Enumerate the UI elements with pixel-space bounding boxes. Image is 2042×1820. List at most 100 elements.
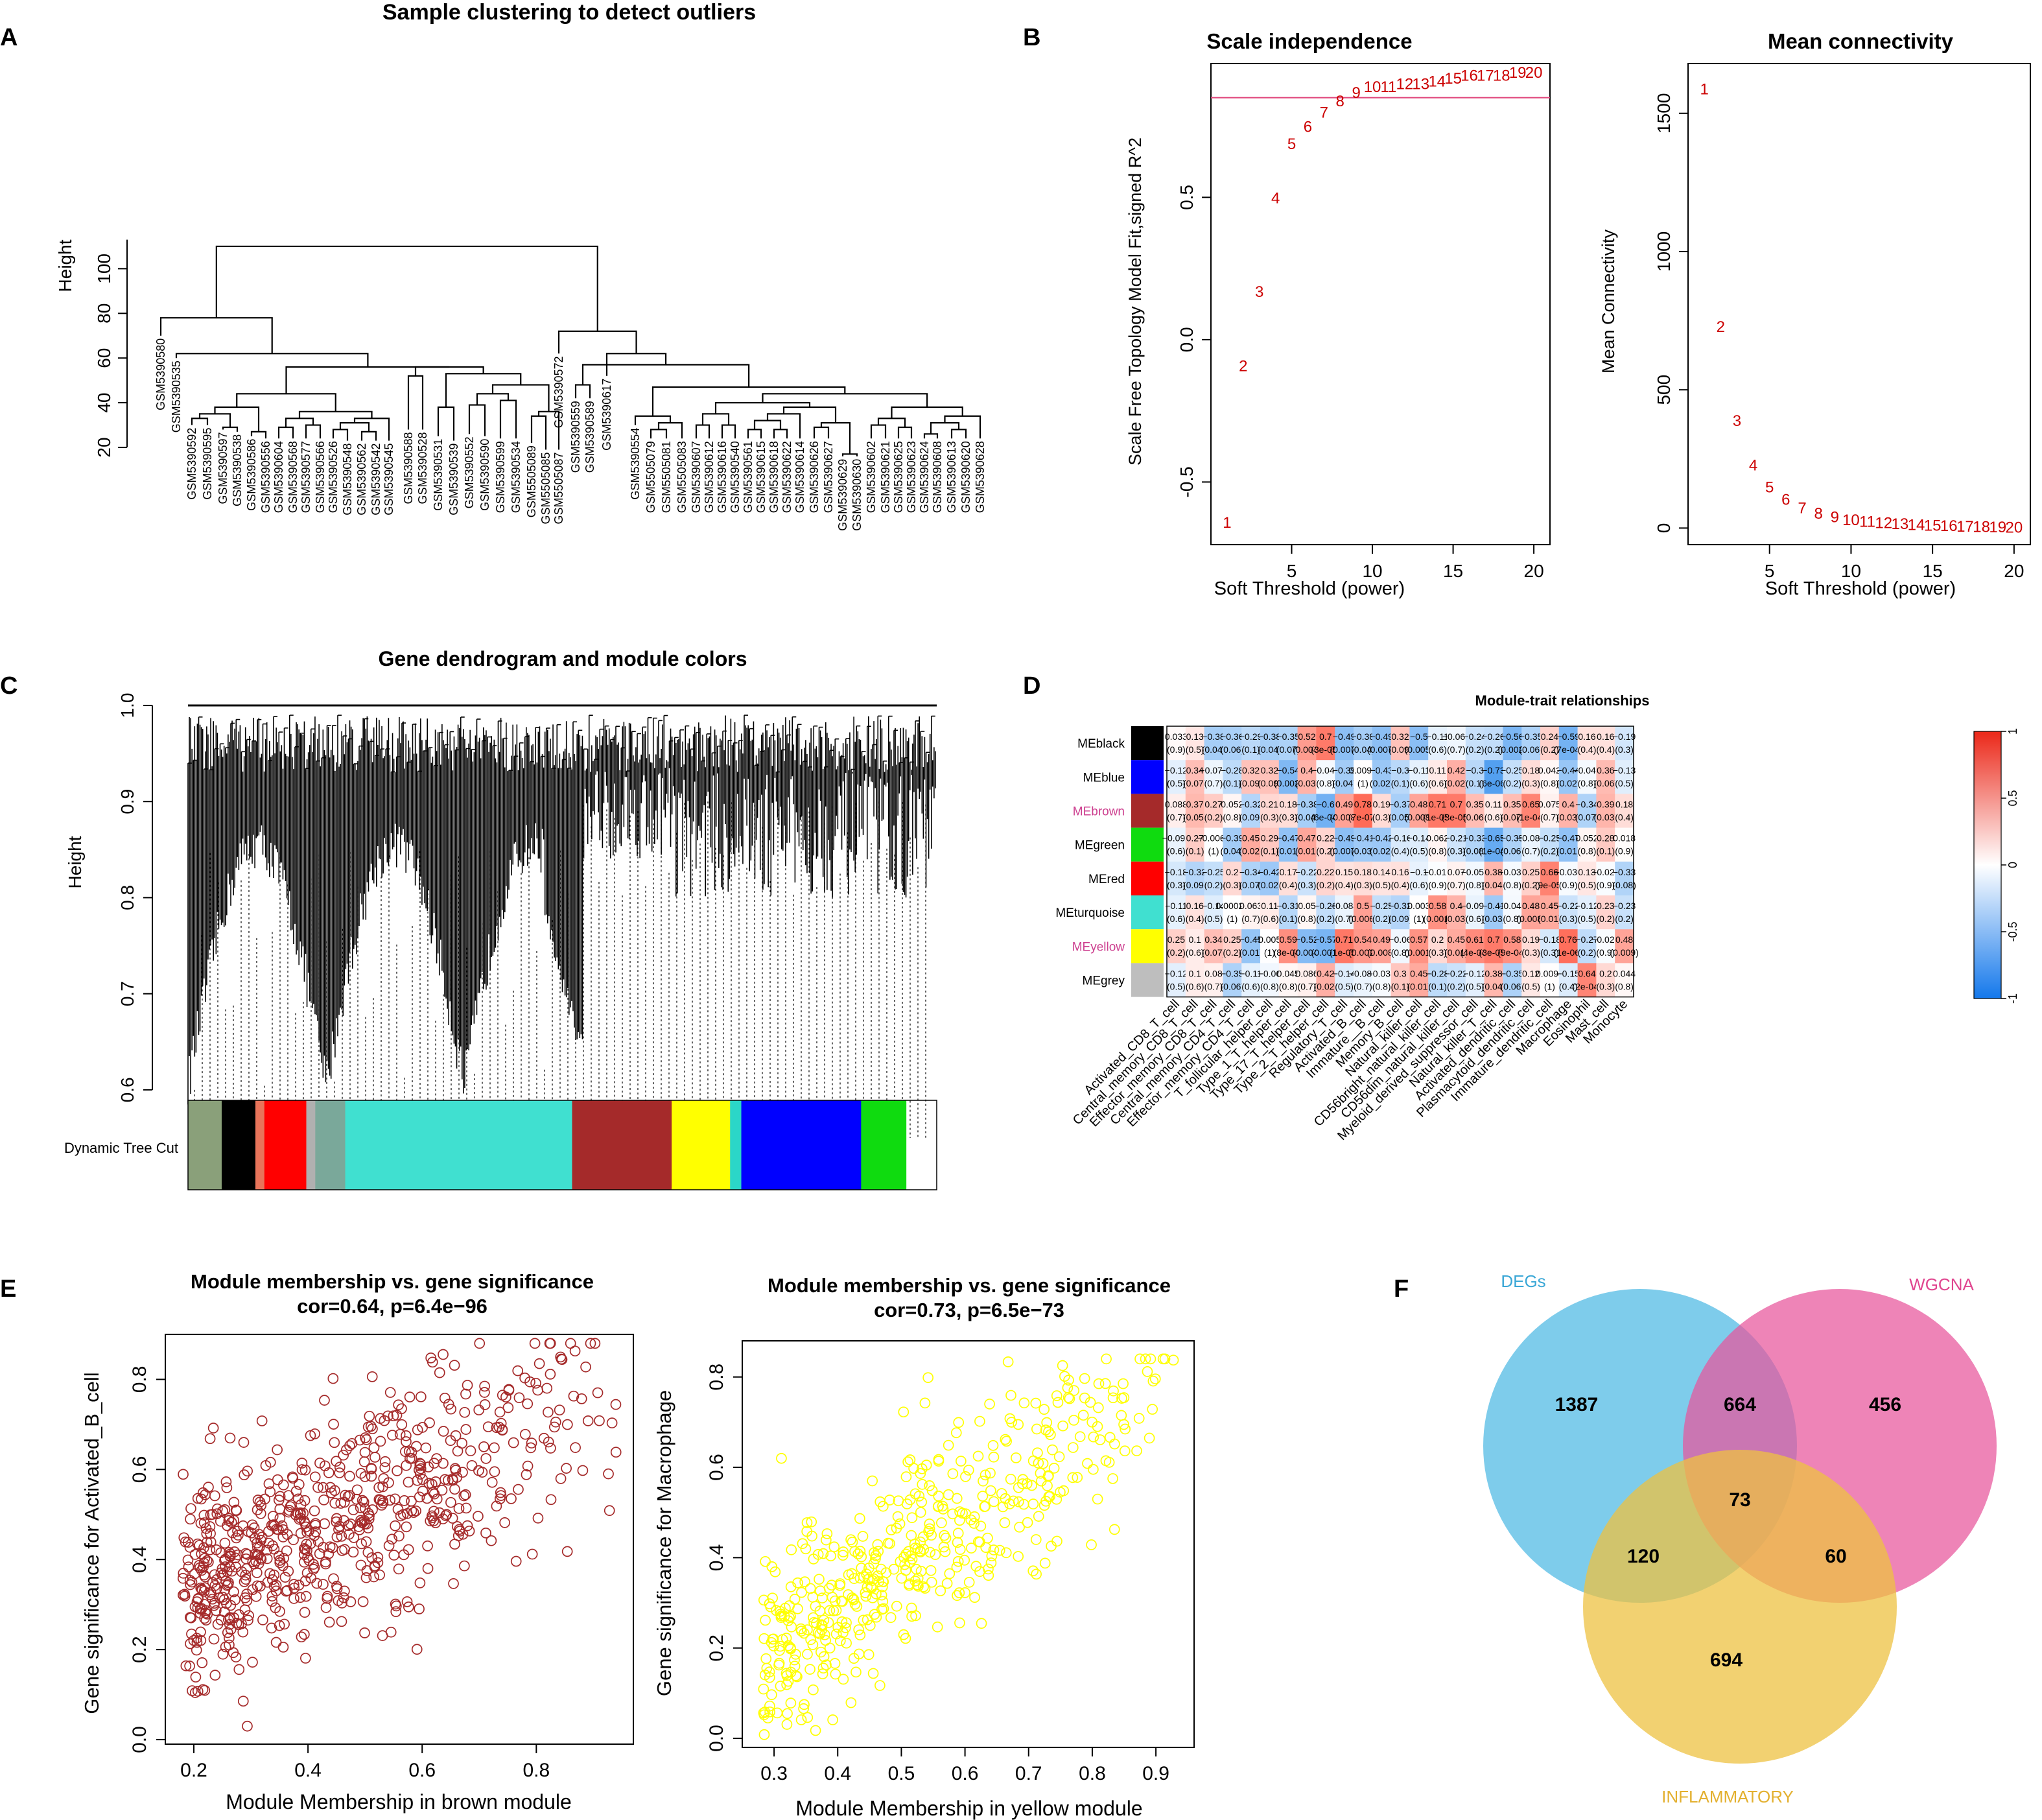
gene-point <box>569 1345 581 1357</box>
panel-b1-title: Scale independence <box>1206 29 1412 53</box>
correlation-value: 0.2 <box>1226 867 1239 877</box>
gene-point <box>195 1635 207 1646</box>
gene-point <box>247 1657 258 1668</box>
gene-point <box>1007 1495 1019 1507</box>
gene-point <box>900 1471 912 1482</box>
correlation-cell <box>1503 726 1522 761</box>
gene-point <box>1013 1419 1024 1430</box>
correlation-cell <box>1185 726 1204 761</box>
gene-point <box>1131 1445 1142 1457</box>
correlation-value: 0.003 <box>1407 901 1430 911</box>
sample-leaf-label: GSM5390572 <box>552 356 565 428</box>
gene-point <box>963 1576 975 1588</box>
gene-point <box>1027 1498 1039 1509</box>
gene-point <box>288 1534 299 1546</box>
gene-point <box>984 1399 995 1410</box>
gene-point <box>277 1560 288 1572</box>
correlation-cell <box>1372 895 1391 930</box>
correlation-value: −0.14 <box>1202 901 1225 911</box>
branch <box>285 366 450 394</box>
panel-e2-points <box>758 1353 1179 1740</box>
tick-label: 10 <box>1841 561 1861 581</box>
correlation-cell <box>1596 726 1615 761</box>
gene-point <box>411 1644 423 1655</box>
gene-point <box>951 1561 963 1573</box>
gene-point <box>445 1496 456 1508</box>
gene-point <box>856 1551 867 1563</box>
module-color-segment <box>315 1100 346 1190</box>
p-value: (0.8) <box>1428 846 1447 857</box>
tick-label: 1500 <box>1654 93 1674 134</box>
gene-point <box>785 1666 797 1678</box>
branch <box>285 418 314 427</box>
panel-a-sample-dendrogram: Sample clustering to detect outliers Hei… <box>55 0 987 531</box>
module-color-swatch <box>1131 760 1164 794</box>
panel-c-ylabel: Height <box>65 836 85 888</box>
gene-point <box>775 1681 786 1692</box>
gene-point <box>272 1444 283 1456</box>
gene-point <box>296 1464 308 1475</box>
gene-point <box>853 1624 865 1635</box>
gene-point <box>401 1460 412 1471</box>
correlation-value: −0.47 <box>1276 833 1300 844</box>
panel-b1-axes: 5 10 15 20-0.50.00.5 <box>1177 97 1550 581</box>
gene-point <box>300 1653 311 1664</box>
gene-point <box>880 1567 892 1578</box>
gene-point <box>845 1697 857 1708</box>
panel-b2-plot-frame <box>1687 63 2031 545</box>
p-value: (0.02) <box>1258 880 1282 890</box>
panel-e2-title: Module membership vs. gene significance <box>768 1274 1171 1297</box>
gene-point <box>921 1460 932 1471</box>
gene-point <box>384 1387 396 1398</box>
power-point: 8 <box>1814 505 1822 523</box>
gene-point <box>465 1445 476 1456</box>
gene-point <box>403 1601 414 1613</box>
p-value: (0.009) <box>1610 947 1638 958</box>
gene-point <box>508 1437 519 1448</box>
gene-point <box>603 1468 614 1480</box>
panel-e1-axes: 0.2 0.4 0.6 0.80.00.20.40.60.8 <box>129 1366 550 1781</box>
panel-label-e: E <box>0 1275 16 1303</box>
gene-point <box>947 1508 958 1520</box>
correlation-value: −0.38 <box>1202 731 1225 742</box>
gene-point <box>379 1462 391 1473</box>
gene-point <box>847 1592 858 1603</box>
gene-point <box>460 1388 471 1400</box>
gene-point <box>327 1542 338 1554</box>
p-value: (0.01) <box>1556 846 1580 857</box>
gene-point <box>1011 1452 1022 1463</box>
correlation-cell <box>1204 760 1223 794</box>
correlation-cell <box>1484 895 1503 930</box>
sample-leaf-label: GSM5505079 <box>644 441 657 513</box>
gene-point <box>915 1536 926 1548</box>
gene-point <box>841 1617 852 1629</box>
gene-point <box>766 1689 777 1701</box>
sample-leaf-label: GSM5390623 <box>905 441 918 513</box>
correlation-cell <box>1260 963 1280 997</box>
gene-point <box>568 1390 580 1402</box>
correlation-value: −0.54 <box>1276 765 1300 775</box>
gene-point <box>268 1543 280 1555</box>
gene-point <box>1145 1353 1156 1365</box>
gene-point <box>453 1503 465 1514</box>
p-value: (0.4) <box>1335 880 1354 890</box>
p-value: (0.6) <box>1466 914 1485 924</box>
gene-point <box>204 1544 216 1555</box>
p-value: (0.3) <box>1447 846 1466 857</box>
correlation-value: −0.078 <box>1199 765 1227 775</box>
p-value: (1e-04) <box>1516 812 1545 822</box>
gene-point <box>438 1426 449 1437</box>
p-value: (0.9) <box>1559 880 1578 890</box>
correlation-cell <box>1354 861 1373 896</box>
sample-leaf-label: GSM5390628 <box>974 441 987 513</box>
colorbar-frame <box>187 1100 937 1190</box>
correlation-cell <box>1596 929 1615 963</box>
gene-point <box>825 1550 836 1562</box>
gene-point <box>1086 1539 1097 1550</box>
correlation-value: −0.057 <box>1461 867 1489 877</box>
gene-point <box>331 1456 342 1467</box>
p-value: (0.04) <box>1482 981 1506 991</box>
tick-label: 0.7 <box>117 981 137 1006</box>
